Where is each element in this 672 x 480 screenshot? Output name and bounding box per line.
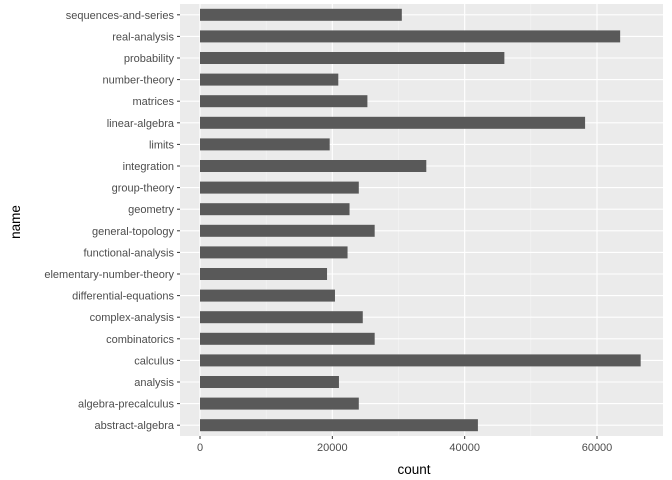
- y-tick-label: real-analysis: [112, 31, 174, 43]
- bar-abstract-algebra: [200, 419, 478, 432]
- bar-complex-analysis: [200, 311, 363, 324]
- y-tick-label: functional-analysis: [84, 247, 175, 259]
- bar-differential-equations: [200, 289, 335, 302]
- y-axis: abstract-algebra algebra-precalculus analy…: [44, 10, 180, 432]
- y-tick-label: abstract-algebra: [95, 420, 175, 432]
- y-tick-label: combinatorics: [106, 334, 174, 346]
- bar-real-analysis: [200, 30, 621, 43]
- y-tick-label: sequences-and-series: [66, 10, 175, 22]
- bars: [200, 8, 641, 432]
- bar-calculus: [200, 354, 641, 367]
- y-tick-label: analysis: [134, 377, 174, 389]
- bar-number-theory: [200, 73, 339, 86]
- y-tick-label: general-topology: [92, 226, 174, 238]
- bar-linear-algebra: [200, 116, 586, 129]
- bar-algebra-precalculus: [200, 397, 359, 410]
- y-tick-label: elementary-number-theory: [44, 269, 174, 281]
- y-tick-label: integration: [123, 161, 174, 173]
- bar-elementary-number-theory: [200, 268, 328, 280]
- x-axis: 0 20000 40000 60000: [197, 436, 612, 454]
- y-tick-label: algebra-precalculus: [78, 399, 174, 411]
- x-axis-title: count: [397, 462, 430, 477]
- bar-limits: [200, 138, 330, 151]
- y-tick-label: geometry: [128, 204, 174, 216]
- x-tick-label: 40000: [449, 442, 480, 454]
- y-tick-label: calculus: [134, 355, 174, 367]
- y-tick-label: group-theory: [112, 183, 175, 195]
- y-tick-label: probability: [124, 53, 175, 65]
- x-tick-label: 60000: [582, 442, 613, 454]
- y-tick-label: linear-algebra: [107, 118, 175, 130]
- bar-combinatorics: [200, 332, 375, 345]
- bar-integration: [200, 160, 427, 172]
- y-tick-label: complex-analysis: [90, 312, 175, 324]
- y-tick-label: limits: [149, 139, 175, 151]
- bar-general-topology: [200, 224, 375, 237]
- bar-geometry: [200, 203, 350, 216]
- bar-probability: [200, 52, 505, 64]
- plot-panel: [180, 4, 663, 436]
- y-tick-label: differential-equations: [72, 291, 174, 303]
- bar-sequences-and-series: [200, 8, 402, 21]
- y-tick-label: number-theory: [102, 75, 174, 87]
- x-tick-label: 0: [197, 442, 203, 454]
- bar-group-theory: [200, 181, 359, 194]
- x-tick-label: 20000: [317, 442, 348, 454]
- bar-analysis: [200, 376, 339, 388]
- y-axis-title: name: [8, 205, 23, 239]
- bar-matrices: [200, 95, 368, 108]
- y-tick-label: matrices: [132, 96, 174, 108]
- bar-functional-analysis: [200, 246, 348, 259]
